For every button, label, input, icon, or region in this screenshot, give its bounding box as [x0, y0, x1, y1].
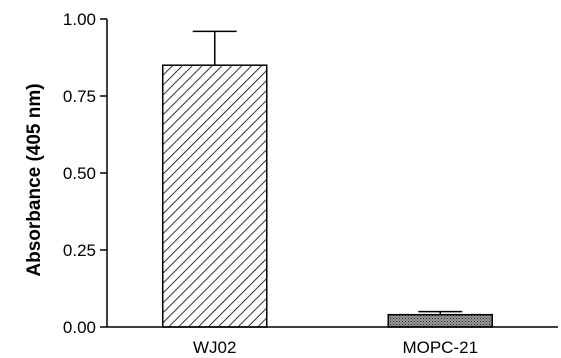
x-category-label: WJ02	[193, 338, 236, 357]
bar-mopc-21	[387, 313, 493, 328]
x-axis: WJ02 MOPC-21	[107, 326, 558, 357]
y-axis-title: Absorbance (405 nm)	[24, 83, 45, 276]
y-tick-label: 0.25	[63, 241, 96, 260]
error-bars	[192, 30, 463, 315]
bar-wj02	[162, 64, 268, 328]
y-tick-label: 0.00	[63, 318, 96, 337]
y-tick-label: 0.75	[63, 87, 96, 106]
x-category-label: MOPC-21	[402, 338, 478, 357]
y-tick-label: 1.00	[63, 10, 96, 29]
y-tick-label: 0.50	[63, 164, 96, 183]
y-axis: 0.00 0.25 0.50 0.75 1.00	[63, 10, 108, 337]
bars	[162, 64, 493, 328]
